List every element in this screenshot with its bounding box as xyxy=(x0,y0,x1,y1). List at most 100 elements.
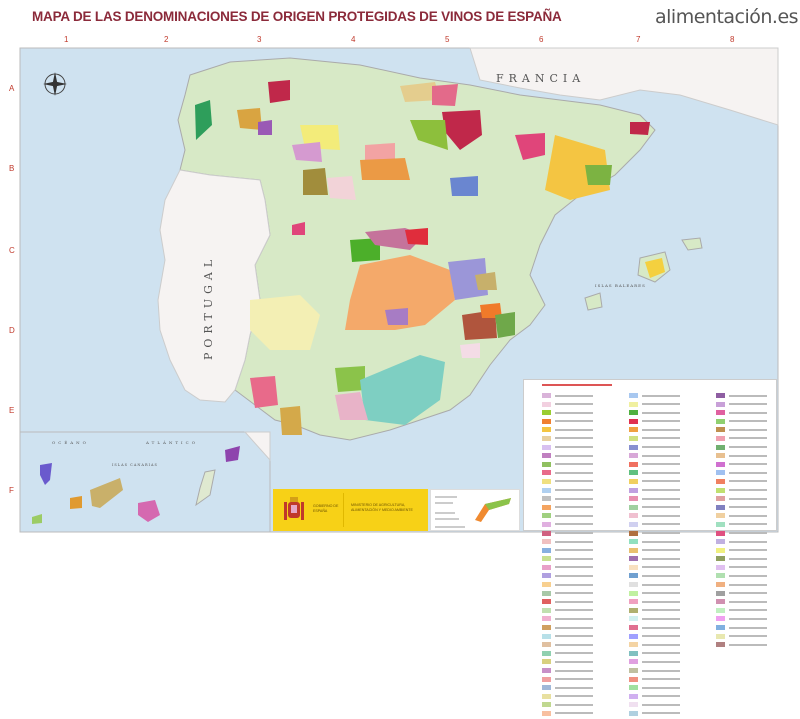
legend-swatch xyxy=(716,504,725,510)
legend-swatch xyxy=(629,530,638,536)
legend-label-placeholder xyxy=(555,652,593,655)
legend-label-placeholder xyxy=(729,626,767,629)
do-region[interactable] xyxy=(258,120,272,135)
legend-label-placeholder xyxy=(555,686,593,689)
legend-label-placeholder xyxy=(642,497,680,500)
do-region[interactable] xyxy=(292,222,305,235)
do-region[interactable] xyxy=(460,343,480,358)
legend-item xyxy=(542,607,593,614)
do-region[interactable] xyxy=(303,168,328,195)
do-region[interactable] xyxy=(365,143,395,160)
legend-swatch xyxy=(716,625,725,631)
legend-swatch xyxy=(716,427,725,433)
legend-swatch xyxy=(542,668,551,673)
do-region[interactable] xyxy=(335,392,368,420)
legend-item xyxy=(542,495,593,502)
legend-item xyxy=(542,487,593,494)
legend-item xyxy=(716,452,767,459)
legend-item xyxy=(629,581,680,588)
do-region[interactable] xyxy=(360,158,410,180)
do-region[interactable] xyxy=(335,366,365,392)
legend-label-placeholder xyxy=(555,497,593,500)
legend-swatch xyxy=(716,590,725,596)
legend-item xyxy=(629,426,680,433)
legend-swatch xyxy=(629,504,638,510)
legend-item xyxy=(629,607,680,614)
legend-item xyxy=(629,555,680,562)
do-region[interactable] xyxy=(350,238,380,262)
label-islas-baleares: ISLAS BALEARES xyxy=(595,283,646,288)
legend-swatch xyxy=(716,513,725,519)
legend-swatch xyxy=(629,427,638,433)
do-region[interactable] xyxy=(475,272,497,290)
do-region[interactable] xyxy=(515,133,545,160)
legend-swatch xyxy=(716,599,725,605)
do-binissalem-region[interactable] xyxy=(645,258,665,278)
grid-row-label: B xyxy=(9,164,15,173)
portugal-landmass xyxy=(157,169,271,403)
do-region[interactable] xyxy=(480,303,502,318)
legend-swatch xyxy=(629,582,638,588)
do-region[interactable] xyxy=(268,80,290,103)
do-region[interactable] xyxy=(585,165,612,185)
do-region[interactable] xyxy=(495,312,515,338)
do-region[interactable] xyxy=(630,122,650,135)
legend-item xyxy=(542,701,593,708)
do-region[interactable] xyxy=(450,176,478,196)
legend-item xyxy=(542,684,593,691)
legend-swatch xyxy=(542,521,551,527)
legend-swatch xyxy=(542,496,551,502)
ibiza-island xyxy=(584,292,603,311)
do-region[interactable] xyxy=(195,100,212,140)
do-region[interactable] xyxy=(410,120,448,150)
legend-label-placeholder xyxy=(555,394,593,397)
legend-item xyxy=(629,564,680,571)
legend-item xyxy=(716,624,767,631)
legend-item xyxy=(629,392,680,399)
alimentacion-logo[interactable]: alimentación.es xyxy=(655,6,799,28)
legend-column xyxy=(542,392,593,719)
do-region[interactable] xyxy=(385,308,408,325)
legend-item xyxy=(542,426,593,433)
legend-swatch xyxy=(542,504,551,510)
do-region[interactable] xyxy=(250,376,278,408)
legend-item xyxy=(629,633,680,640)
legend-swatch xyxy=(542,513,551,519)
legend-label-placeholder xyxy=(729,480,767,483)
canary-islands-inset[interactable]: OCÉANO ATLÁNTICO ISLAS CANARIAS xyxy=(19,431,271,533)
legend-swatch xyxy=(716,582,725,588)
do-region[interactable] xyxy=(280,406,302,435)
legend-item xyxy=(629,701,680,708)
legend-swatch xyxy=(629,547,638,553)
legend-swatch xyxy=(629,401,638,407)
legend-label-placeholder xyxy=(555,403,593,406)
legend-label-placeholder xyxy=(555,617,593,620)
legend-swatch xyxy=(542,582,551,588)
do-region[interactable] xyxy=(442,110,482,150)
legend-item xyxy=(716,607,767,614)
wine-do-map[interactable]: FRANCIA PORTUGAL ISLAS BALEARES OCÉANO A… xyxy=(0,0,800,547)
do-region[interactable] xyxy=(400,82,440,102)
legend-swatch xyxy=(542,427,551,433)
do-region[interactable] xyxy=(432,84,458,106)
legend-swatch xyxy=(629,693,638,699)
legend-item xyxy=(716,564,767,571)
do-region[interactable] xyxy=(292,142,322,162)
do-regions[interactable] xyxy=(195,80,650,435)
do-region[interactable] xyxy=(250,295,320,350)
legend-label-placeholder xyxy=(555,660,593,663)
legend-swatch xyxy=(629,650,638,656)
do-region[interactable] xyxy=(405,228,428,245)
legend-item xyxy=(716,461,767,468)
do-region[interactable] xyxy=(360,355,445,425)
legend-swatch xyxy=(716,521,725,527)
legend-item xyxy=(542,641,593,648)
legend-label-placeholder xyxy=(555,540,593,543)
legend-item xyxy=(542,401,593,408)
do-region[interactable] xyxy=(345,255,455,330)
do-region[interactable] xyxy=(327,176,356,200)
grid-column-label: 2 xyxy=(164,35,169,44)
legend-label-placeholder xyxy=(555,463,593,466)
do-region[interactable] xyxy=(237,108,262,130)
legend-item xyxy=(542,409,593,416)
